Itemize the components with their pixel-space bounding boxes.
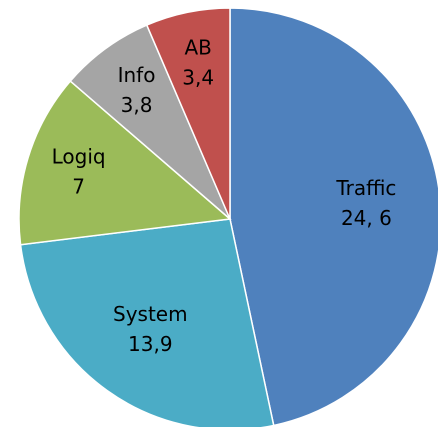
slice-value: 7: [72, 174, 85, 198]
slice-label: Traffic: [335, 176, 396, 200]
slice-value: 13,9: [128, 332, 173, 356]
slice-value: 3,8: [121, 93, 153, 117]
slice-label: Info: [118, 63, 156, 87]
pie-slice: [19, 218, 275, 427]
slice-label: Logiq: [52, 144, 106, 168]
slice-value: 3,4: [182, 65, 214, 89]
pie-slice: [229, 7, 438, 427]
slice-label: AB: [184, 35, 211, 59]
slice-value: 24, 6: [341, 206, 392, 230]
pie-slice: [145, 7, 231, 220]
pie-slice: [18, 80, 232, 246]
slice-label: System: [113, 302, 188, 326]
